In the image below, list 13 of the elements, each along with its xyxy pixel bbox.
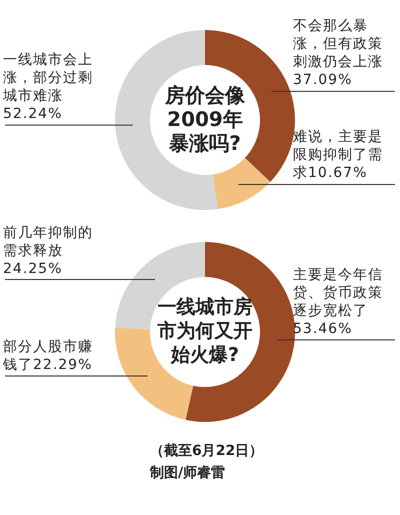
text: 制图/师睿雷 bbox=[150, 464, 226, 482]
slice-label: 不会那么暴涨，但有政策刺激仍会上涨 bbox=[293, 18, 383, 70]
data-label: 52.24% bbox=[3, 106, 62, 122]
text: 房价会像2009年暴涨吗? bbox=[164, 83, 246, 155]
slice-label: 主要是今年信贷、货币政策逐步宽松了 bbox=[293, 266, 383, 319]
data-label: 37.09% bbox=[293, 72, 352, 88]
data-label: 22.29% bbox=[33, 357, 92, 374]
data-label: 24.25% bbox=[3, 260, 62, 277]
text: （截至6月22日） bbox=[150, 442, 264, 460]
slice-label: 前几年抑制的需求释放 bbox=[3, 224, 93, 259]
data-label: 10.67% bbox=[308, 165, 368, 182]
text: 一线城市房市为何又开始火爆? bbox=[156, 295, 254, 367]
slice-label: 一线城市会上涨，部分过剩城市难涨 bbox=[3, 52, 93, 104]
